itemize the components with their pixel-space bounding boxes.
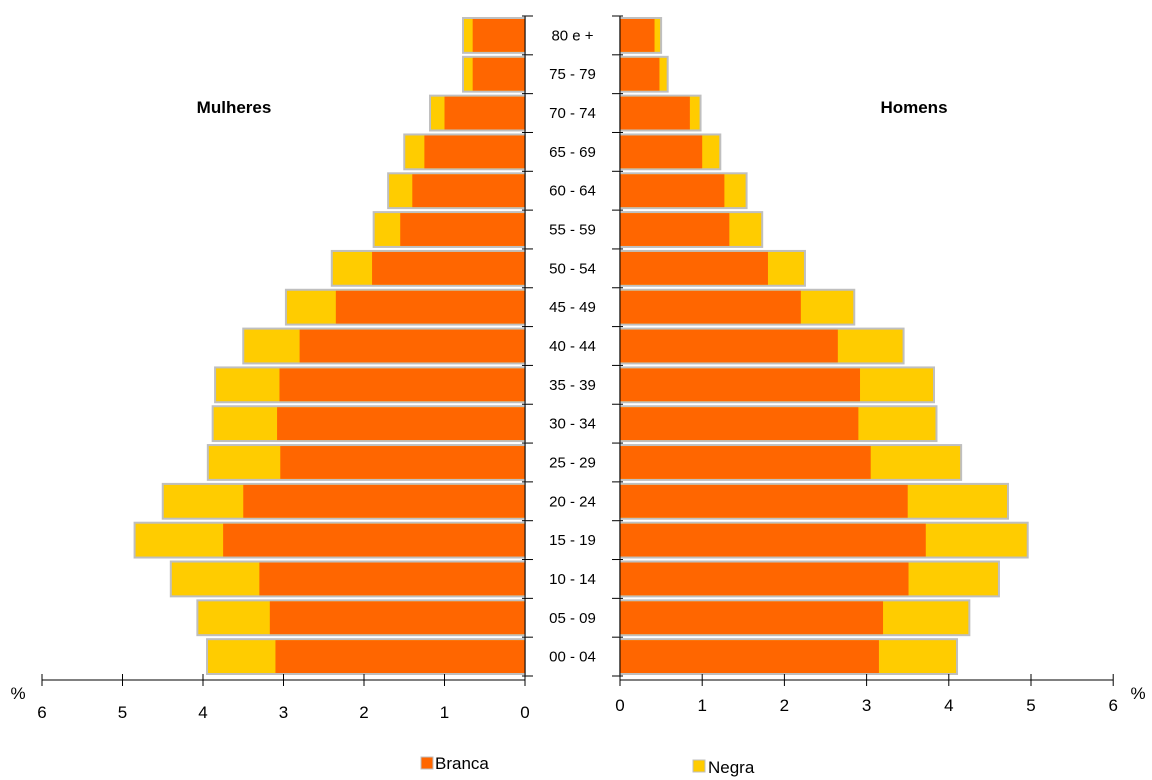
legend-swatch-negra (692, 759, 706, 773)
age-label-05-09: 05 - 09 (549, 610, 596, 627)
age-label-40-44: 40 - 44 (549, 338, 596, 355)
bar-mulheres-branca-10-14 (259, 562, 525, 596)
bar-homens-branca-10-14 (620, 562, 909, 596)
bar-homens-branca-45-49 (620, 290, 801, 324)
bar-homens-branca-70-74 (620, 96, 690, 130)
bar-homens-branca-40-44 (620, 329, 838, 363)
female-title: Mulheres (197, 98, 272, 117)
bar-mulheres-branca-35-39 (279, 368, 525, 402)
bar-mulheres-branca-75-79 (472, 57, 525, 91)
bar-mulheres-branca-25-29 (280, 446, 525, 479)
bar-mulheres-branca-00-04 (275, 640, 525, 673)
left-axis-tick-label: 0 (520, 703, 529, 722)
bar-mulheres-branca-60-64 (412, 174, 525, 208)
age-label-75-79: 75 - 79 (549, 66, 596, 83)
bar-homens-branca-05-09 (620, 601, 884, 635)
age-label-60-64: 60 - 64 (549, 183, 596, 200)
male-bars (619, 17, 1029, 675)
legend-swatch-branca (420, 756, 434, 770)
bar-mulheres-branca-40-44 (299, 329, 525, 363)
age-label-65-69: 65 - 69 (549, 144, 596, 161)
age-label-15-19: 15 - 19 (549, 532, 596, 549)
age-label-80-e: 80 e + (551, 27, 593, 44)
bar-mulheres-branca-70-74 (444, 96, 525, 130)
bar-homens-branca-20-24 (620, 484, 908, 518)
age-label-25-29: 25 - 29 (549, 454, 596, 471)
left-axis-tick-label: 4 (198, 703, 207, 722)
left-axis-tick-label: 5 (118, 703, 127, 722)
right-axis-tick-label: 0 (615, 696, 624, 715)
age-label-00-04: 00 - 04 (549, 649, 596, 666)
bar-mulheres-branca-45-49 (335, 290, 525, 324)
left-unit-label: % (10, 684, 25, 703)
female-bars (133, 17, 527, 675)
right-axis-tick-label: 5 (1026, 696, 1035, 715)
right-axis-tick-label: 1 (697, 696, 706, 715)
bar-mulheres-branca-05-09 (269, 601, 525, 635)
right-axis-tick-label: 6 (1108, 696, 1117, 715)
bar-homens-branca-80-e (620, 19, 655, 52)
age-label-10-14: 10 - 14 (549, 571, 596, 588)
bar-mulheres-branca-30-34 (277, 407, 525, 441)
bar-mulheres-branca-55-59 (400, 213, 525, 246)
bar-homens-branca-75-79 (620, 57, 660, 91)
age-label-70-74: 70 - 74 (549, 105, 596, 122)
right-axis-tick-label: 3 (862, 696, 871, 715)
bar-homens-branca-25-29 (620, 446, 871, 479)
bar-homens-branca-00-04 (620, 640, 879, 673)
bar-homens-branca-50-54 (620, 251, 768, 285)
age-label-55-59: 55 - 59 (549, 222, 596, 239)
bar-mulheres-branca-20-24 (243, 484, 525, 518)
bar-mulheres-branca-80-e (472, 19, 525, 52)
age-label-20-24: 20 - 24 (549, 493, 596, 510)
left-axis-tick-label: 3 (279, 703, 288, 722)
axes: 6 5 4 3 2 1 0 0 1 2 3 4 5 6 (37, 15, 1118, 722)
legend-label-branca: Branca (435, 754, 489, 773)
bar-mulheres-branca-65-69 (424, 135, 525, 169)
age-label-50-54: 50 - 54 (549, 260, 596, 277)
age-label-45-49: 45 - 49 (549, 299, 596, 316)
bar-homens-branca-30-34 (620, 407, 859, 441)
right-axis-tick-label: 2 (780, 696, 789, 715)
right-axis-tick-label: 4 (944, 696, 953, 715)
bar-mulheres-branca-50-54 (372, 251, 525, 285)
legend-label-negra: Negra (708, 758, 755, 777)
bar-homens-branca-15-19 (620, 523, 926, 557)
bar-homens-branca-55-59 (620, 213, 730, 246)
left-axis-tick-label: 2 (359, 703, 368, 722)
legend: Branca Negra (420, 754, 755, 777)
left-axis-tick-label: 6 (37, 703, 46, 722)
left-axis-tick-label: 1 (440, 703, 449, 722)
male-title: Homens (880, 98, 947, 117)
bar-homens-branca-60-64 (620, 174, 725, 208)
age-label-35-39: 35 - 39 (549, 377, 596, 394)
bar-homens-branca-35-39 (620, 368, 861, 402)
bar-mulheres-branca-15-19 (223, 523, 525, 557)
age-label-30-34: 30 - 34 (549, 416, 596, 433)
bar-homens-branca-65-69 (620, 135, 703, 169)
right-unit-label: % (1130, 684, 1145, 703)
age-group-labels: 80 e + 75 - 79 70 - 74 65 - 69 60 - 64 55 - 5… (549, 27, 596, 665)
